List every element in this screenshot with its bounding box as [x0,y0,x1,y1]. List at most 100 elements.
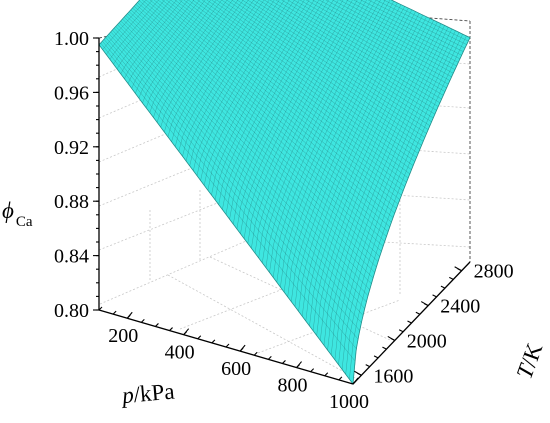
tick-mark [282,360,286,364]
mesh-line [325,0,456,70]
tick-mark [211,339,216,344]
mesh-line [127,13,382,252]
mesh-line [346,0,461,60]
mesh-line [115,26,370,290]
mesh-line [125,15,380,257]
tick-mark [126,314,131,319]
tick-mark [440,285,446,289]
mesh-line [281,0,444,96]
mesh-line [113,0,165,65]
tick-mark [310,368,315,373]
mesh-line [263,0,439,107]
tick-mark [140,318,145,323]
y-tick-label: 2400 [440,296,480,318]
mesh-line [183,0,412,170]
mesh-line [98,0,141,45]
mesh-line [390,0,471,38]
tick-mark [239,347,244,352]
mesh-line [122,18,377,268]
tick-mark [253,351,258,356]
mesh-line [211,0,422,146]
x-ticks: 200 400 600 800 1000 [98,306,369,413]
mesh-line [106,0,153,55]
mesh-line [216,0,424,142]
tick-mark [357,372,362,376]
tick-mark [98,306,103,311]
mesh-line [360,0,464,52]
z-tick-label: 0.92 [54,137,89,159]
mesh-line [133,6,389,232]
tick-mark [373,355,379,359]
mesh-line [145,0,397,209]
tick-mark [324,372,329,377]
mesh-line [226,0,427,134]
tick-mark [197,335,202,340]
tick-mark [267,355,272,360]
mesh-line [305,0,451,81]
x-tick-label: 400 [165,342,195,364]
mesh-line [132,7,387,237]
tick-mark [338,376,343,381]
tick-mark [398,329,404,333]
z-axis-symbol: ϕ [2,198,14,223]
mesh-line [113,28,369,296]
tick-mark [169,327,173,331]
mesh-line [157,0,402,196]
mesh-line [135,4,390,228]
mesh-line [353,0,462,56]
tick-mark [225,343,230,348]
mesh-line [247,0,434,119]
grid-line [179,269,333,330]
x-axis-italic: p [119,382,135,408]
z-tick-label: 0.88 [54,191,89,213]
mesh-line [110,31,365,309]
mesh-line [105,37,360,331]
grid-line [99,234,261,305]
mesh-line [375,0,467,45]
mesh-line [118,22,374,279]
mesh-line [383,0,469,42]
x-axis-label: p/kPa [119,379,175,409]
mesh-line [269,0,441,103]
mesh-line [153,0,400,200]
mesh-line [367,0,466,49]
mesh-line [137,2,392,223]
tick-mark [432,294,437,298]
x-tick-label: 800 [278,375,308,397]
mesh-line [108,33,364,316]
mesh-line [236,0,431,126]
mesh-line [130,9,385,242]
mesh-line [178,0,410,175]
mesh-line [197,0,417,158]
grid-line [167,274,356,379]
tick-mark [112,310,117,315]
mesh-line [103,39,359,340]
mesh-line [192,0,415,162]
x-tick-label: 200 [108,325,138,347]
z-tick-label: 1.00 [54,28,89,50]
mesh-line [138,0,394,218]
z-tick-label: 0.80 [54,300,89,322]
mesh-line [231,0,429,130]
mesh-line [201,0,419,154]
mesh-line [141,0,395,214]
tick-mark [155,323,159,327]
tick-mark [382,346,387,350]
mesh-line [124,0,183,79]
mesh-line [318,0,454,74]
mesh-line [221,0,426,138]
x-tick-label: 600 [221,358,251,380]
y-tick-label: 2000 [407,330,447,352]
z-tick-label: 0.84 [54,246,89,268]
y-tick-label: 2800 [474,261,514,283]
mesh-line [123,17,379,262]
mesh-line [100,42,355,361]
y-ticks: 1600 2000 2400 2800 [354,261,514,387]
mesh-line [149,0,399,205]
mesh-line [107,35,362,323]
tick-mark [457,268,462,272]
mesh-line [102,0,147,50]
tick-mark [415,311,421,315]
mesh-line [312,0,452,78]
